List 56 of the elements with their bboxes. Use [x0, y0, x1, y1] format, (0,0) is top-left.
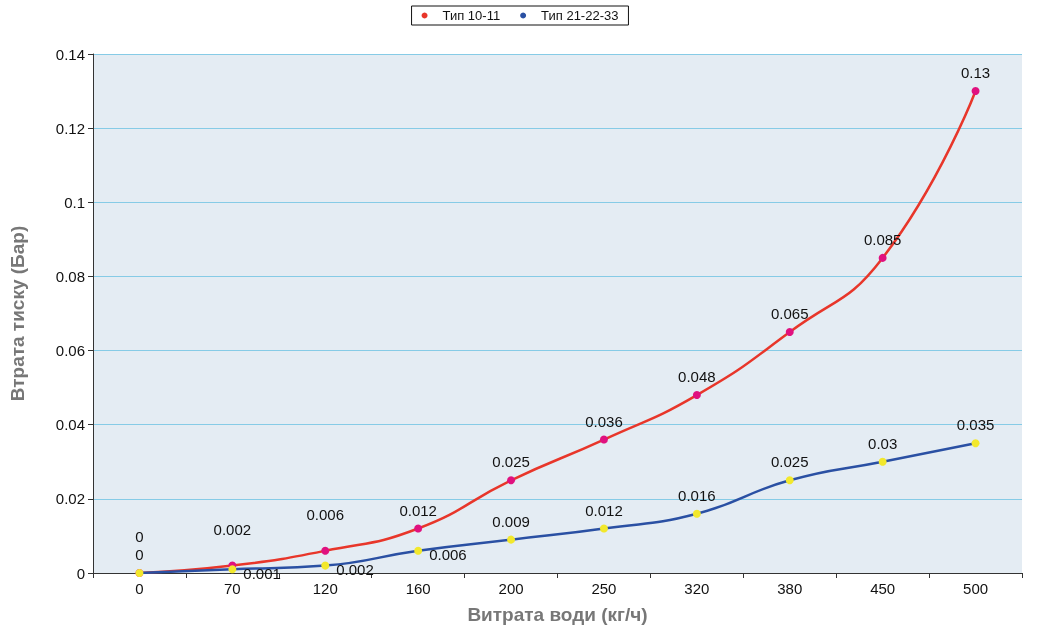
point — [599, 524, 608, 533]
data-label: 0.048 — [678, 368, 716, 386]
point — [228, 565, 237, 574]
data-label: 0.012 — [399, 501, 437, 519]
y-tick-label: 0.14 — [55, 45, 85, 63]
data-label: 0.035 — [956, 416, 995, 434]
legend-label: Тип 10-11 — [442, 8, 501, 23]
point — [878, 457, 887, 466]
x-tick-label: 380 — [777, 580, 803, 597]
data-label: 0.025 — [492, 453, 530, 471]
point — [971, 87, 980, 96]
data-label: 0.016 — [678, 486, 716, 504]
x-axis-title: Витрата води (кг/ч) — [467, 604, 648, 625]
data-label: 0.002 — [213, 520, 252, 538]
y-tick-label: 0 — [76, 564, 85, 582]
data-label: 0.009 — [492, 512, 530, 530]
y-axis-title: Втрата тиску (Бар) — [7, 225, 28, 402]
x-tick-label: 120 — [312, 580, 338, 597]
data-label: 0 — [135, 546, 144, 563]
y-tick-label: 0.04 — [55, 416, 85, 434]
data-label: 0.065 — [770, 305, 809, 323]
point — [507, 476, 516, 485]
data-label: 0.006 — [306, 505, 345, 523]
y-tick-label: 0.12 — [55, 119, 85, 137]
data-label: 0.13 — [960, 64, 991, 82]
x-tick-label: 160 — [405, 580, 431, 597]
x-tick-label: 250 — [591, 580, 617, 597]
data-label: 0.025 — [770, 453, 809, 471]
y-tick-label: 0.06 — [55, 342, 85, 360]
point — [321, 546, 330, 555]
data-label: 0 — [135, 528, 144, 545]
point — [599, 435, 608, 444]
point — [414, 524, 423, 533]
point — [785, 328, 794, 337]
x-tick-label: 0 — [135, 580, 144, 597]
data-label: 0.03 — [868, 434, 898, 452]
x-tick-label: 500 — [963, 580, 989, 597]
x-tick-label: 320 — [684, 580, 710, 597]
y-tick-label: 0.1 — [64, 193, 85, 211]
x-tick-label: 70 — [224, 580, 241, 597]
data-label: 0.036 — [585, 412, 623, 430]
data-label: 0.012 — [585, 501, 623, 519]
point — [785, 476, 794, 485]
point — [321, 561, 330, 570]
x-tick-label: 200 — [498, 580, 524, 597]
point — [692, 391, 701, 400]
y-tick-label: 0.08 — [55, 267, 85, 285]
data-label: 0.006 — [429, 546, 467, 564]
point — [507, 535, 516, 544]
legend-label: Тип 21-22-33 — [541, 8, 619, 23]
x-tick-label: 450 — [870, 580, 896, 597]
y-tick-label: 0.02 — [55, 490, 85, 508]
point — [692, 509, 701, 518]
point — [878, 253, 887, 262]
point — [414, 546, 423, 555]
point — [971, 439, 980, 448]
